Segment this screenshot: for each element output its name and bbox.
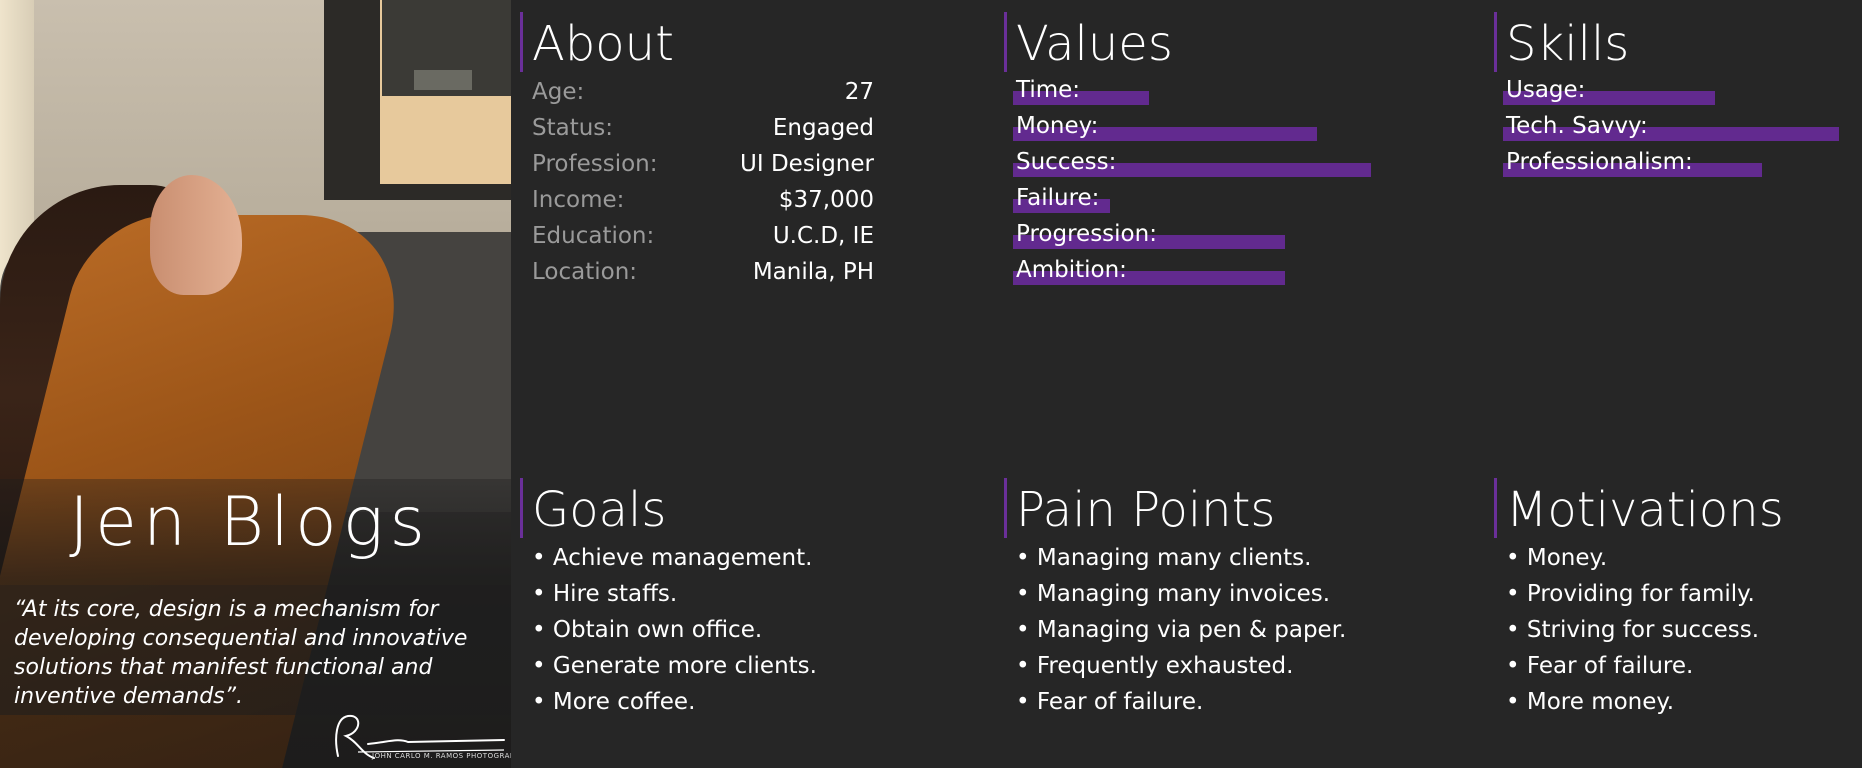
about-label: Income: — [532, 187, 625, 213]
values-list: Time: Money: Success: Failure: Progression: A… — [1008, 74, 1408, 290]
values-label: Time: — [1016, 77, 1081, 103]
about-value: U.C.D, IE — [772, 223, 874, 249]
about-label: Status: — [532, 115, 614, 141]
values-bar — [1013, 235, 1285, 249]
values-title: Values — [1004, 12, 1408, 74]
list-item: • Fear of failure. — [1016, 689, 1204, 715]
about-value: 27 — [844, 79, 874, 105]
list-item: • Managing many clients. — [1016, 545, 1312, 571]
persona-face — [150, 175, 242, 295]
list-item: • More money. — [1506, 689, 1675, 715]
about-title: About — [520, 12, 874, 74]
about-row: Status: Engaged — [524, 110, 874, 146]
about-label: Profession: — [532, 151, 658, 177]
values-label: Success: — [1016, 149, 1117, 175]
pain-points-title: Pain Points — [1004, 478, 1468, 540]
skills-label: Tech. Savvy: — [1506, 113, 1648, 139]
name-band — [0, 479, 511, 585]
about-row: Age: 27 — [524, 74, 874, 110]
values-bar — [1013, 199, 1110, 213]
skills-row: Professionalism: — [1498, 146, 1858, 182]
motivations-list: • Money. • Providing for family. • Strivin… — [1498, 540, 1858, 720]
about-label: Education: — [532, 223, 655, 249]
list-item: • Achieve management. — [532, 545, 813, 571]
persona-name: Jen Blogs — [69, 483, 431, 562]
values-row: Money: — [1008, 110, 1408, 146]
photo-credit: JOHN CARLO M. RAMOS PHOTOGRAPHY — [372, 752, 511, 760]
values-label: Failure: — [1016, 185, 1100, 211]
about-value: $37,000 — [778, 187, 874, 213]
skills-bar — [1503, 127, 1839, 141]
skills-row: Tech. Savvy: — [1498, 110, 1858, 146]
about-list: Age: 27 Status: Engaged Profession: UI Design… — [524, 74, 874, 290]
skills-list: Usage: Tech. Savvy: Professionalism: — [1498, 74, 1858, 182]
values-label: Money: — [1016, 113, 1099, 139]
about-row: Profession: UI Designer — [524, 146, 874, 182]
motivations-title: Motivations — [1494, 478, 1858, 540]
about-row: Income: $37,000 — [524, 182, 874, 218]
goals-section: Goals • Achieve management. • Hire staffs… — [520, 478, 964, 720]
list-item: • Money. — [1506, 545, 1608, 571]
values-row: Failure: — [1008, 182, 1408, 218]
goals-list: • Achieve management. • Hire staffs. • Obt… — [524, 540, 964, 720]
list-item: • More coffee. — [532, 689, 696, 715]
about-section: About Age: 27 Status: Engaged Profession: UI … — [520, 12, 874, 290]
list-item: • Fear of failure. — [1506, 653, 1694, 679]
quote-band — [0, 585, 511, 715]
values-section: Values Time: Money: Success: Failure: Progre… — [1004, 12, 1408, 290]
values-label: Ambition: — [1016, 257, 1127, 283]
list-item: • Providing for family. — [1506, 581, 1755, 607]
motivations-section: Motivations • Money. • Providing for fami… — [1494, 478, 1858, 720]
skills-label: Usage: — [1506, 77, 1586, 103]
about-row: Education: U.C.D, IE — [524, 218, 874, 254]
values-bar — [1013, 163, 1371, 177]
values-bar — [1013, 127, 1317, 141]
about-value: Manila, PH — [752, 259, 874, 285]
skills-bar — [1503, 163, 1762, 177]
list-item: • Managing via pen & paper. — [1016, 617, 1347, 643]
skills-row: Usage: — [1498, 74, 1858, 110]
list-item: • Frequently exhausted. — [1016, 653, 1294, 679]
values-label: Progression: — [1016, 221, 1157, 247]
values-row: Progression: — [1008, 218, 1408, 254]
values-bar — [1013, 91, 1149, 105]
list-item: • Obtain own office. — [532, 617, 763, 643]
about-label: Location: — [532, 259, 638, 285]
values-row: Ambition: — [1008, 254, 1408, 290]
goals-title: Goals — [520, 478, 964, 540]
list-item: • Managing many invoices. — [1016, 581, 1331, 607]
about-row: Location: Manila, PH — [524, 254, 874, 290]
list-item: • Generate more clients. — [532, 653, 817, 679]
about-label: Age: — [532, 79, 585, 105]
pain-points-list: • Managing many clients. • Managing many … — [1008, 540, 1468, 720]
signature-icon — [335, 714, 505, 759]
list-item: • Striving for success. — [1506, 617, 1760, 643]
values-bar — [1013, 271, 1285, 285]
skills-label: Professionalism: — [1506, 149, 1693, 175]
skills-title: Skills — [1494, 12, 1858, 74]
about-value: Engaged — [772, 115, 874, 141]
values-row: Success: — [1008, 146, 1408, 182]
values-row: Time: — [1008, 74, 1408, 110]
pain-points-section: Pain Points • Managing many clients. • Ma… — [1004, 478, 1468, 720]
persona-quote: “At its core, design is a mechanism for … — [14, 597, 468, 709]
skills-section: Skills Usage: Tech. Savvy: Professionalism… — [1494, 12, 1858, 182]
skills-bar — [1503, 91, 1715, 105]
list-item: • Hire staffs. — [532, 581, 678, 607]
picture-frame-art — [382, 0, 511, 96]
persona-photo: Jen Blogs “At its core, design is a mech… — [0, 0, 511, 768]
about-value: UI Designer — [740, 151, 874, 177]
